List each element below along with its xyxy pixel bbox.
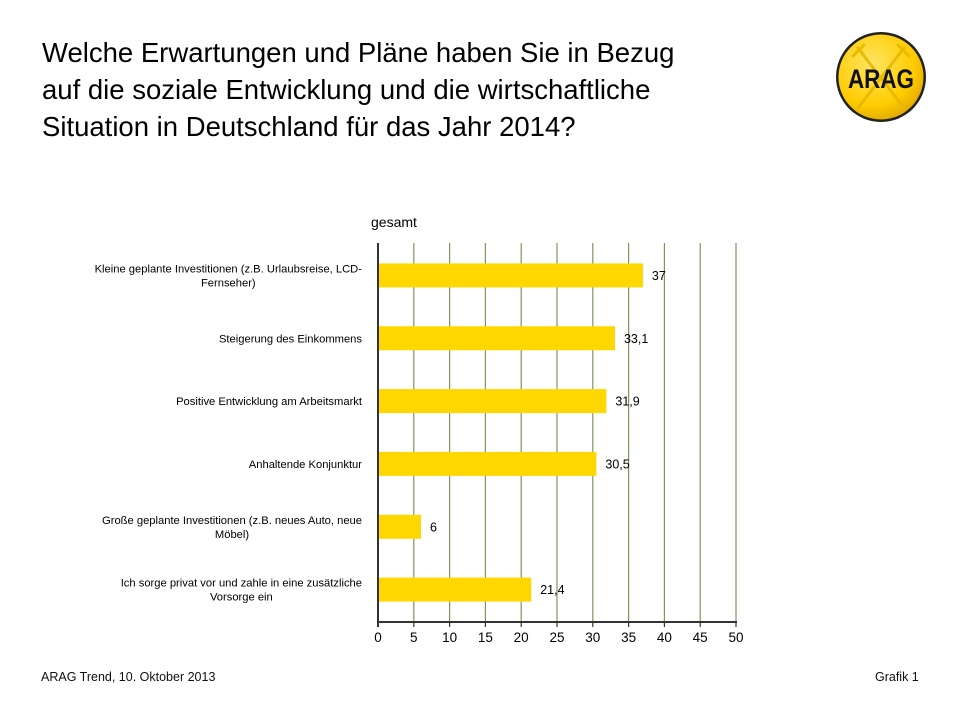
category-label: Vorsorge ein: [210, 592, 273, 604]
bars: [379, 263, 643, 602]
data-label: 37: [652, 269, 666, 283]
series-label: gesamt: [371, 214, 417, 230]
data-label: 21,4: [540, 583, 564, 597]
bar: [379, 389, 607, 414]
footer-page-label: Grafik 1: [875, 670, 919, 684]
category-label: Fernseher): [201, 277, 256, 289]
bar: [379, 577, 532, 602]
title-line-1: Welche Erwartungen und Pläne haben Sie i…: [42, 37, 675, 68]
bar: [379, 326, 615, 351]
category-label: Möbel): [215, 529, 249, 541]
data-label: 6: [430, 520, 437, 534]
arag-logo-icon: ARAG: [834, 30, 928, 124]
footer-source: ARAG Trend, 10. Oktober 2013: [41, 670, 216, 684]
data-label: 31,9: [615, 395, 639, 409]
x-tick-label: 50: [728, 630, 743, 645]
category-label: Kleine geplante Investitionen (z.B. Urla…: [95, 263, 363, 275]
bar: [379, 263, 643, 288]
bar: [379, 514, 421, 539]
x-tick-label: 40: [657, 630, 672, 645]
slide-title: Welche Erwartungen und Pläne haben Sie i…: [42, 34, 822, 145]
x-tick-label: 5: [410, 630, 418, 645]
logo-text: ARAG: [848, 64, 914, 94]
category-label: Anhaltende Konjunktur: [249, 459, 362, 471]
x-tick-label: 45: [693, 630, 708, 645]
x-tick-label: 25: [549, 630, 564, 645]
category-label: Große geplante Investitionen (z.B. neues…: [102, 515, 362, 527]
grid-lines: [413, 243, 737, 622]
x-tick-label: 30: [585, 630, 600, 645]
title-line-2: auf die soziale Entwicklung und die wirt…: [42, 74, 651, 105]
data-label: 33,1: [624, 332, 648, 346]
x-tick-label: 35: [621, 630, 636, 645]
x-tick-label: 10: [442, 630, 457, 645]
category-label: Steigerung des Einkommens: [219, 333, 362, 345]
x-tick-label: 15: [478, 630, 493, 645]
bar: [379, 451, 597, 476]
category-label: Positive Entwicklung am Arbeitsmarkt: [176, 396, 363, 408]
x-tick-label: 20: [514, 630, 529, 645]
x-tick-label: 0: [374, 630, 382, 645]
axes: [377, 243, 737, 627]
title-line-3: Situation in Deutschland für das Jahr 20…: [42, 111, 576, 142]
labels: 37 Kleine geplante Investitionen (z.B. Ur…: [95, 214, 744, 645]
data-label: 30,5: [605, 457, 629, 471]
category-label: Ich sorge privat vor und zahle in eine z…: [121, 578, 362, 590]
logo-swords: [851, 43, 911, 110]
